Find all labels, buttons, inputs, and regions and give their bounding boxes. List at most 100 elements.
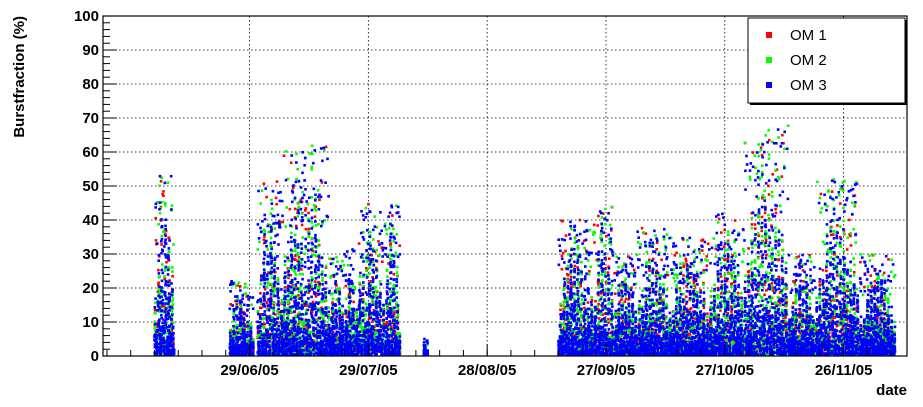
- data-point-om3: [170, 318, 173, 321]
- data-point-om3: [263, 292, 266, 295]
- data-point-om3: [313, 335, 316, 338]
- data-point-om3: [237, 351, 240, 354]
- data-point-om3: [271, 267, 274, 270]
- data-point-om3: [297, 327, 300, 330]
- data-point-om2: [158, 185, 161, 188]
- data-point-om3: [171, 289, 174, 292]
- data-point-om3: [269, 323, 272, 326]
- data-point-om3: [284, 327, 287, 330]
- data-point-om3: [351, 327, 354, 330]
- data-point-om3: [341, 270, 344, 273]
- data-point-om3: [358, 318, 361, 321]
- data-point-om3: [250, 353, 253, 356]
- data-point-om2: [171, 266, 174, 269]
- data-point-om3: [259, 330, 262, 333]
- data-point-om3: [273, 264, 276, 267]
- data-point-om2: [158, 276, 161, 279]
- data-point-om3: [294, 277, 297, 280]
- data-point-om3: [277, 243, 280, 246]
- data-point-om3: [372, 291, 375, 294]
- data-point-om3: [320, 147, 323, 150]
- data-point-om3: [252, 307, 255, 310]
- data-point-om2: [172, 243, 175, 246]
- data-point-om1: [265, 196, 268, 199]
- data-point-om3: [318, 317, 321, 320]
- data-point-om3: [275, 349, 278, 352]
- data-point-om3: [362, 214, 365, 217]
- data-point-om2: [356, 315, 359, 318]
- data-point-om3: [229, 308, 232, 311]
- data-point-om2: [315, 224, 318, 227]
- data-point-om3: [318, 264, 321, 267]
- data-point-om3: [310, 227, 313, 230]
- data-point-om3: [314, 344, 317, 347]
- data-point-om3: [306, 338, 309, 341]
- data-point-om3: [338, 300, 341, 303]
- data-point-om3: [332, 258, 335, 261]
- data-point-om3: [157, 323, 160, 326]
- data-point-om3: [267, 255, 270, 258]
- data-point-om3: [341, 319, 344, 322]
- data-point-om3: [306, 349, 309, 352]
- data-point-om2: [285, 150, 288, 153]
- data-point-om3: [170, 175, 173, 178]
- data-point-om3: [341, 338, 344, 341]
- data-point-om3: [297, 281, 300, 284]
- data-point-om3: [317, 276, 320, 279]
- data-point-om3: [318, 326, 321, 329]
- data-point-om3: [232, 316, 235, 319]
- data-point-om2: [154, 302, 157, 305]
- data-point-om3: [307, 319, 310, 322]
- data-point-om2: [311, 221, 314, 224]
- data-point-om3: [304, 266, 307, 269]
- data-point-om3: [307, 259, 310, 262]
- data-point-om3: [314, 149, 317, 152]
- data-point-om3: [268, 340, 271, 343]
- data-point-om3: [274, 235, 277, 238]
- data-point-om2: [365, 303, 368, 306]
- data-point-om3: [332, 327, 335, 330]
- data-point-om3: [283, 277, 286, 280]
- data-point-om2: [328, 257, 331, 260]
- data-point-om2: [259, 202, 262, 205]
- data-point-om3: [298, 261, 301, 264]
- data-point-om3: [301, 258, 304, 261]
- data-point-om3: [230, 340, 233, 343]
- data-point-om3: [286, 309, 289, 312]
- data-point-om3: [271, 333, 274, 336]
- data-point-om3: [292, 338, 295, 341]
- data-point-om3: [161, 269, 164, 272]
- data-point-om3: [358, 349, 361, 352]
- data-point-om3: [334, 347, 337, 350]
- data-point-om3: [290, 321, 293, 324]
- data-point-om2: [376, 249, 379, 252]
- data-point-om3: [264, 333, 267, 336]
- data-point-om3: [313, 318, 316, 321]
- data-point-om3: [274, 324, 277, 327]
- data-point-om3: [379, 292, 382, 295]
- data-point-om3: [359, 291, 362, 294]
- data-point-om3: [291, 291, 294, 294]
- data-point-om3: [154, 335, 157, 338]
- data-point-om2: [171, 204, 174, 207]
- data-point-om3: [249, 330, 252, 333]
- data-point-om2: [341, 260, 344, 263]
- data-point-om2: [171, 270, 174, 273]
- data-point-om2: [315, 209, 318, 212]
- data-point-om2: [337, 287, 340, 290]
- data-point-om2: [301, 273, 304, 276]
- data-point-om3: [331, 332, 334, 335]
- data-point-om3: [167, 273, 170, 276]
- data-point-om3: [317, 269, 320, 272]
- data-point-om3: [306, 341, 309, 344]
- data-point-om3: [315, 240, 318, 243]
- data-point-om3: [368, 285, 371, 288]
- data-point-om3: [321, 265, 324, 268]
- data-point-om3: [166, 339, 169, 342]
- data-point-om2: [327, 306, 330, 309]
- data-point-om3: [362, 301, 365, 304]
- data-point-om3: [165, 307, 168, 310]
- data-point-om3: [360, 232, 363, 235]
- data-point-om3: [170, 282, 173, 285]
- data-point-om2: [378, 255, 381, 258]
